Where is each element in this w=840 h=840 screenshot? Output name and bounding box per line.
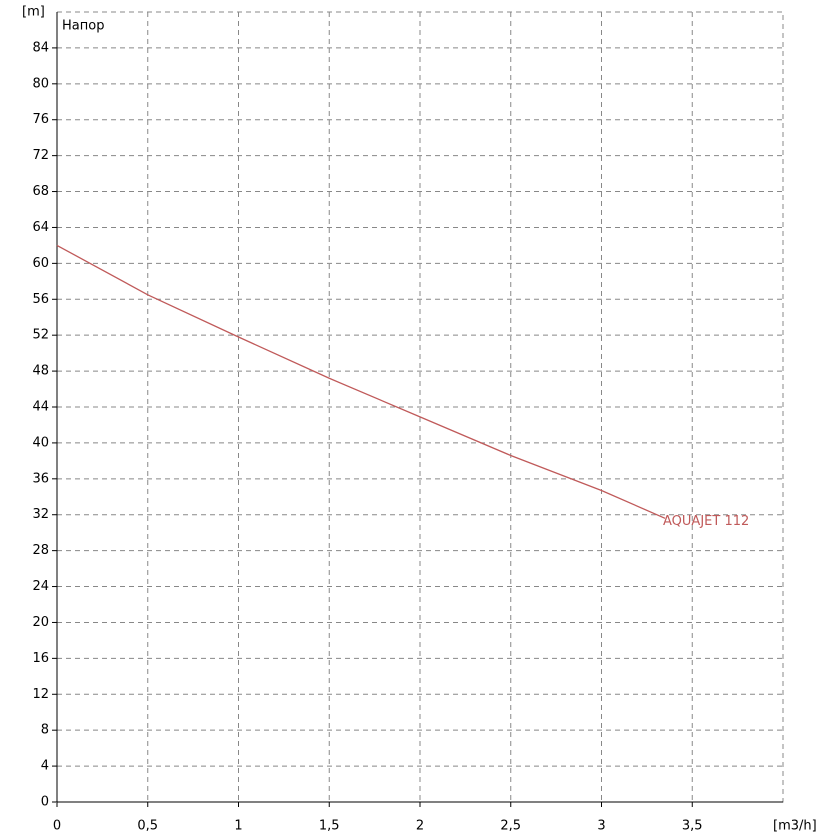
y-tick-label: 16 <box>32 651 49 666</box>
y-tick-label: 76 <box>32 112 49 127</box>
y-tick-label: 20 <box>32 615 49 630</box>
y-tick-label: 44 <box>32 400 49 415</box>
data-line <box>56 244 666 519</box>
y-tick-label: 28 <box>32 543 49 558</box>
y-tick-label: 68 <box>32 184 49 199</box>
y-tick-label: 80 <box>32 76 49 91</box>
x-tick-label: 1 <box>234 819 242 834</box>
y-tick-label: 60 <box>32 256 49 271</box>
y-tick-label: 8 <box>41 723 49 738</box>
x-tick-label: 0 <box>53 819 61 834</box>
y-tick-label: 64 <box>32 220 49 235</box>
y-tick-label: 24 <box>32 579 49 594</box>
y-tick-label: 32 <box>32 507 49 522</box>
y-tick-label: 12 <box>32 687 49 702</box>
y-axis-label: [m] <box>22 5 45 20</box>
y-tick-label: 72 <box>32 148 49 163</box>
series-label: AQUAJET 112 <box>663 514 749 529</box>
chart-title: Напор <box>62 19 104 34</box>
y-tick-label: 56 <box>32 292 49 307</box>
y-tick-label: 52 <box>32 328 49 343</box>
x-tick-label: 1,5 <box>319 819 340 834</box>
x-tick-label: 3,5 <box>682 819 703 834</box>
x-tick-label: 0,5 <box>137 819 158 834</box>
y-tick-label: 48 <box>32 364 49 379</box>
x-tick-label: 2,5 <box>500 819 521 834</box>
x-tick-label: 2 <box>416 819 424 834</box>
y-tick-label: 84 <box>32 40 49 55</box>
x-axis-label: [m3/h] <box>773 819 817 834</box>
y-tick-label: 40 <box>32 435 49 450</box>
y-tick-label: 4 <box>41 759 49 774</box>
y-tick-label: 0 <box>41 795 49 810</box>
x-tick-label: 3 <box>597 819 605 834</box>
y-tick-label: 36 <box>32 471 49 486</box>
